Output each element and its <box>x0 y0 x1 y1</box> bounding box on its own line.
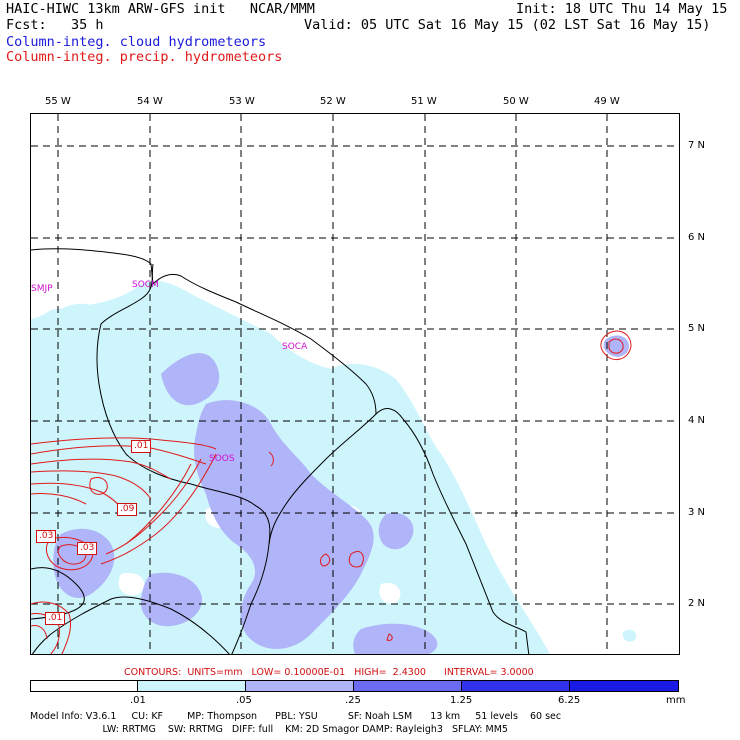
lon-label-54w: 54 W <box>137 96 163 107</box>
model-info-line2: LW: RRTMG SW: RRTMG DIFF: full KM: 2D Sm… <box>30 724 508 735</box>
station-smjp: SMJP <box>31 284 53 294</box>
init-time: Init: 18 UTC Thu 14 May 15 <box>516 1 728 17</box>
contour-label: .03 <box>36 530 57 543</box>
colorbar-units: mm <box>666 695 686 706</box>
colorbar-bin-3 <box>245 680 354 692</box>
cloud-medium-shading <box>53 335 629 654</box>
colorbar-label: .25 <box>345 695 361 706</box>
map-canvas <box>31 114 679 654</box>
station-soos: SOOS <box>209 454 235 464</box>
lon-label-55w: 55 W <box>45 96 71 107</box>
contour-label: .09 <box>117 503 138 516</box>
model-info-line1: Model Info: V3.6.1 CU: KF MP: Thompson P… <box>30 711 562 722</box>
colorbar-bin-6 <box>569 680 679 692</box>
lon-label-49w: 49 W <box>594 96 620 107</box>
valid-time: Valid: 05 UTC Sat 16 May 15 (02 LST Sat … <box>304 17 711 33</box>
lat-label-5n: 5 N <box>688 323 706 334</box>
lon-label-50w: 50 W <box>503 96 529 107</box>
model-title: HAIC-HIWC 13km ARW-GFS init NCAR/MMM <box>6 1 315 17</box>
lat-label-2n: 2 N <box>688 598 706 609</box>
colorbar-label: .01 <box>130 695 146 706</box>
lat-label-3n: 3 N <box>688 507 706 518</box>
forecast-hour: Fcst: 35 h <box>6 17 104 33</box>
lat-label-6n: 6 N <box>688 232 706 243</box>
contour-label: .01 <box>45 612 66 625</box>
colorbar-label: 1.25 <box>450 695 473 706</box>
colorbar-bin-4 <box>353 680 462 692</box>
lat-label-7n: 7 N <box>688 140 706 151</box>
colorbar-bin-2 <box>137 680 246 692</box>
station-soca: SOCA <box>282 342 308 352</box>
contour-label: .03 <box>77 542 98 555</box>
colorbar-label: 6.25 <box>558 695 581 706</box>
colorbar-label: .05 <box>236 695 252 706</box>
lon-label-52w: 52 W <box>320 96 346 107</box>
contour-label: .01 <box>131 440 152 453</box>
map-panel: SMJP SOCM SOCA SOOS .01 .09 .03 .03 .01 <box>30 113 680 655</box>
contours-info: CONTOURS: UNITS=mm LOW= 0.10000E-01 HIGH… <box>124 667 534 678</box>
graticule <box>31 114 679 654</box>
field-cloud-label: Column-integ. cloud hydrometeors <box>6 34 267 50</box>
station-socm: SOCM <box>132 280 159 290</box>
colorbar-bin-5 <box>461 680 570 692</box>
lat-label-4n: 4 N <box>688 415 706 426</box>
coastline <box>31 248 530 654</box>
lon-label-53w: 53 W <box>229 96 255 107</box>
colorbar-bin-1 <box>30 680 138 692</box>
field-precip-label: Column-integ. precip. hydrometeors <box>6 49 283 65</box>
lon-label-51w: 51 W <box>411 96 437 107</box>
